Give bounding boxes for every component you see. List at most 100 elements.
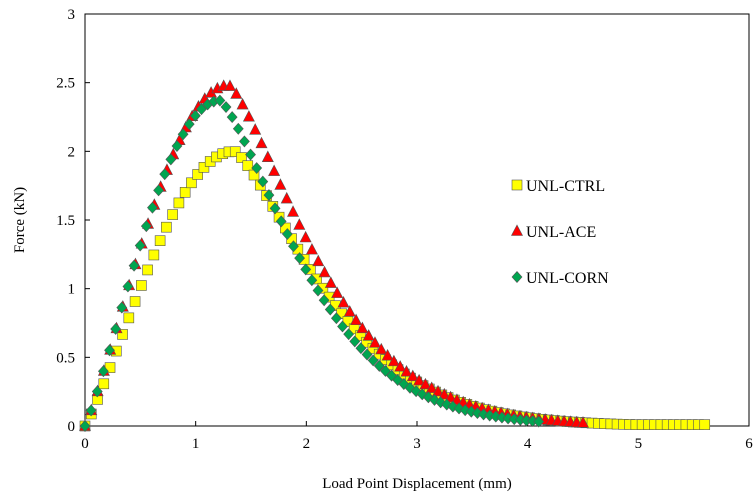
data-point <box>161 221 172 233</box>
data-point <box>324 303 336 316</box>
data-point <box>153 184 164 197</box>
data-point <box>294 252 306 265</box>
data-point <box>288 240 299 253</box>
x-tick-label: 5 <box>635 436 643 452</box>
data-point <box>239 135 250 148</box>
data-point <box>147 201 158 214</box>
data-point <box>444 390 457 403</box>
data-point <box>116 301 128 314</box>
data-point <box>91 385 103 398</box>
data-point <box>165 153 177 166</box>
data-point <box>299 230 312 243</box>
data-point <box>183 118 195 131</box>
data-point <box>380 365 391 377</box>
data-point <box>306 274 318 287</box>
legend-marker <box>511 271 523 283</box>
x-tick-label: 6 <box>745 436 753 452</box>
data-point <box>230 87 243 99</box>
data-point <box>232 122 244 135</box>
data-point <box>312 284 324 297</box>
data-point <box>413 373 426 386</box>
axis-ticks: 0 1 2 3 4 5 6 0 0.5 1 1.5 2 2.5 3 <box>56 7 753 452</box>
y-tick-label: 3 <box>68 7 76 23</box>
series-unl-corn <box>79 94 545 432</box>
data-point <box>400 365 413 377</box>
x-tick-label: 1 <box>192 436 200 452</box>
data-point <box>85 404 97 417</box>
data-point <box>268 164 281 176</box>
data-point <box>432 384 445 397</box>
data-point <box>104 344 115 357</box>
data-point <box>134 239 146 252</box>
legend-marker <box>511 179 523 191</box>
data-point <box>280 191 293 204</box>
data-point <box>189 109 201 122</box>
data-point <box>375 342 388 355</box>
data-point <box>355 342 367 355</box>
data-point <box>173 197 185 209</box>
data-point <box>245 148 256 161</box>
data-point <box>142 264 153 276</box>
x-tick-label: 3 <box>413 436 421 452</box>
data-point <box>140 220 152 233</box>
legend: UNL-CTRL UNL-ACE UNL-CORN <box>511 178 609 287</box>
y-tick-label: 1 <box>68 282 76 298</box>
y-tick-label: 1.5 <box>56 213 75 229</box>
data-point <box>220 101 232 113</box>
data-point <box>251 162 263 174</box>
data-point <box>350 313 363 326</box>
data-point <box>242 160 254 172</box>
data-point <box>148 249 160 261</box>
data-point <box>123 312 135 324</box>
data-point <box>419 377 432 390</box>
data-point <box>226 111 238 124</box>
data-point <box>343 328 355 341</box>
data-point <box>438 387 451 400</box>
x-tick-label: 0 <box>81 436 89 452</box>
data-point <box>406 369 419 382</box>
data-point <box>373 359 385 372</box>
data-point <box>261 150 274 162</box>
data-point <box>196 103 207 116</box>
y-tick-label: 0.5 <box>56 350 75 366</box>
data-point <box>318 265 331 278</box>
data-point <box>171 140 183 152</box>
data-point <box>177 128 189 141</box>
data-point <box>97 365 109 378</box>
data-point <box>394 360 407 372</box>
data-point <box>356 321 369 334</box>
data-point <box>214 94 226 107</box>
data-point <box>198 162 210 173</box>
data-point <box>281 228 293 240</box>
data-point <box>331 286 344 298</box>
data-point <box>236 152 247 163</box>
data-point <box>154 235 166 246</box>
data-point <box>361 348 373 361</box>
data-point <box>362 329 375 341</box>
y-tick-label: 2.5 <box>56 76 75 92</box>
data-point <box>186 177 197 189</box>
data-point <box>293 218 306 230</box>
data-point <box>305 242 318 255</box>
data-point <box>312 254 325 267</box>
x-tick-label: 2 <box>303 436 311 452</box>
data-point <box>79 420 91 432</box>
data-point <box>129 296 141 307</box>
x-axis-title: Load Point Displacement (mm) <box>322 476 512 492</box>
data-point <box>300 263 312 276</box>
y-axis-title: Force (kN) <box>12 187 28 253</box>
legend-label: UNL-CORN <box>526 270 609 287</box>
data-point <box>381 348 394 361</box>
data-point <box>337 320 348 333</box>
plot-area <box>84 13 750 427</box>
data-point <box>167 209 178 220</box>
data-point <box>425 381 438 393</box>
data-point <box>136 280 147 291</box>
data-point <box>324 276 337 288</box>
data-point <box>387 354 400 367</box>
legend-label: UNL-CTRL <box>526 178 605 195</box>
legend-marker <box>511 224 523 236</box>
data-point <box>367 354 379 367</box>
data-point <box>275 215 287 228</box>
